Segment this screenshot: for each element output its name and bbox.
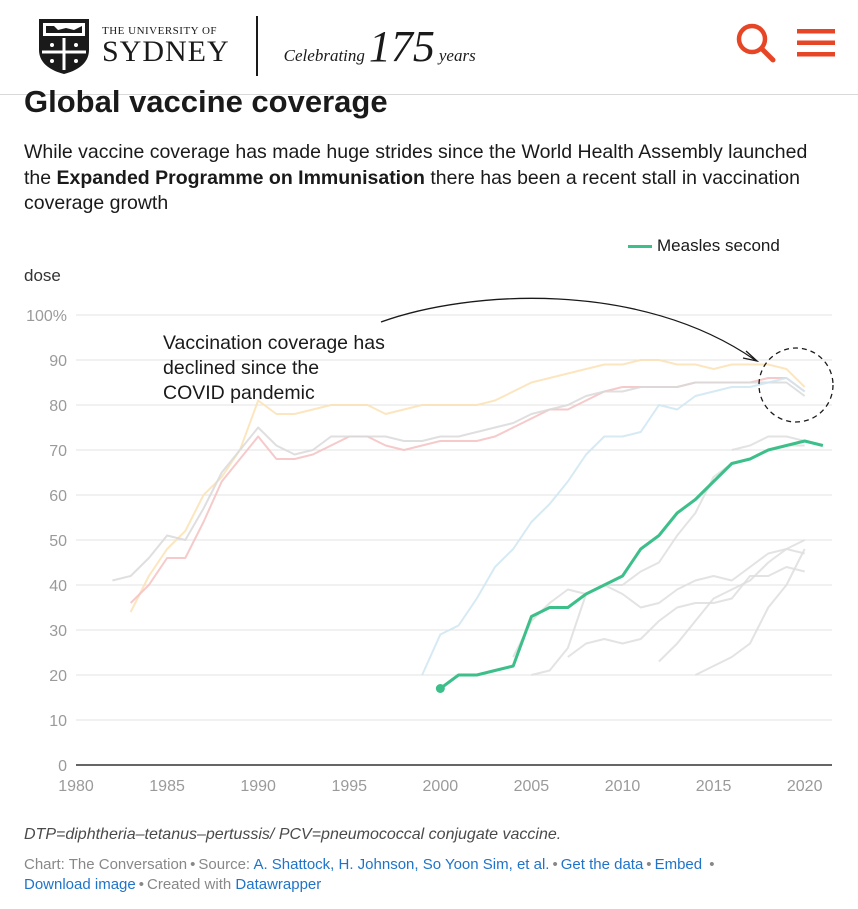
background-series-line xyxy=(731,435,805,451)
description-text-end: there has been a recent stall in vaccina… xyxy=(24,166,800,215)
menu-icon[interactable] xyxy=(797,28,835,58)
y-tick-label: 100% xyxy=(26,308,67,325)
y-tick-label: 60 xyxy=(49,488,67,505)
y-tick-label: 20 xyxy=(49,668,67,685)
y-axis-label: dose xyxy=(24,266,61,285)
site-header: THE UNIVERSITY OF SYDNEY Celebrating 175… xyxy=(0,0,858,95)
chart-legend: Measles second xyxy=(628,236,780,256)
y-tick-label: 50 xyxy=(49,533,67,550)
x-tick-label: 2005 xyxy=(514,778,550,795)
y-tick-label: 40 xyxy=(49,578,67,595)
get-data-link[interactable]: Get the data xyxy=(560,856,644,873)
chart-footer: Chart: The Conversation • Source: A. Shatt… xyxy=(24,855,824,895)
background-series-line xyxy=(567,566,805,658)
annotation-text: Vaccination coverage has declined since … xyxy=(163,332,390,404)
download-image-link[interactable]: Download image xyxy=(24,876,136,893)
page-title: Global vaccine coverage xyxy=(24,84,388,119)
annotation-arrowhead xyxy=(742,350,760,363)
university-logo[interactable]: THE UNIVERSITY OF SYDNEY Celebrating 175… xyxy=(36,16,476,76)
background-series-line xyxy=(112,381,806,582)
x-tick-label: 2015 xyxy=(696,778,732,795)
separator-dot: • xyxy=(552,856,558,873)
annotation-arrow xyxy=(380,297,756,361)
y-tick-label: 70 xyxy=(49,443,67,460)
annotation-line-3: COVID pandemic xyxy=(163,382,315,404)
x-tick-label: 1980 xyxy=(58,778,94,795)
background-series-line xyxy=(694,548,806,676)
background-series-line xyxy=(512,548,805,658)
legend-label: Measles second xyxy=(657,236,780,255)
separator-dot: • xyxy=(138,876,144,893)
y-tick-label: 90 xyxy=(49,353,67,370)
description-text: While vaccine coverage has made huge str… xyxy=(24,141,808,189)
separator-dot: • xyxy=(646,856,652,873)
separator-dot: • xyxy=(705,856,715,873)
measles-start-point xyxy=(435,684,445,693)
datawrapper-link[interactable]: Datawrapper xyxy=(235,876,322,893)
university-name-big: SYDNEY xyxy=(102,35,230,68)
background-series-line xyxy=(658,539,806,663)
university-name-small: THE UNIVERSITY OF xyxy=(102,25,218,37)
anniversary-number: 175 xyxy=(368,21,435,71)
search-icon[interactable] xyxy=(735,22,777,64)
logo-divider xyxy=(255,16,258,76)
abbreviation-note: DTP=diphtheria–tetanus–pertussis/ PCV=pn… xyxy=(24,826,562,843)
measles-second-line[interactable] xyxy=(439,439,824,690)
x-tick-label: 2020 xyxy=(787,778,823,795)
y-tick-label: 0 xyxy=(58,758,67,775)
background-series-line xyxy=(129,359,806,613)
chart-credit: Chart: The Conversation xyxy=(24,856,188,873)
x-tick-label: 2010 xyxy=(605,778,641,795)
x-tick-label: 1985 xyxy=(149,778,185,795)
source-label: Source: xyxy=(198,856,251,873)
background-series-line xyxy=(421,377,806,676)
separator-dot: • xyxy=(190,856,196,873)
y-tick-label: 30 xyxy=(49,623,67,640)
years-text: years xyxy=(438,45,476,65)
legend-swatch xyxy=(628,244,652,248)
source-link[interactable]: A. Shattock, H. Johnson, So Yoon Sim, et… xyxy=(253,856,550,873)
description-bold-text: Expanded Programme on Immunisation xyxy=(56,166,425,189)
annotation-line-2: declined since the xyxy=(163,357,319,379)
embed-link[interactable]: Embed xyxy=(654,856,703,873)
annotation-line-1: Vaccination coverage has xyxy=(163,332,385,354)
x-tick-label: 1990 xyxy=(240,778,276,795)
celebrating-text: Celebrating xyxy=(283,45,365,65)
background-series-line xyxy=(531,444,805,676)
chart-description: While vaccine coverage has made huge str… xyxy=(24,140,824,217)
y-tick-label: 80 xyxy=(49,398,67,415)
x-tick-label: 1995 xyxy=(331,778,367,795)
university-crest-icon xyxy=(39,19,89,74)
annotation-highlight-circle xyxy=(758,347,834,423)
x-tick-label: 2000 xyxy=(423,778,459,795)
y-tick-label: 10 xyxy=(49,713,67,730)
anniversary-badge: Celebrating 175 years xyxy=(284,21,476,72)
created-with-text: Created with xyxy=(147,876,232,893)
